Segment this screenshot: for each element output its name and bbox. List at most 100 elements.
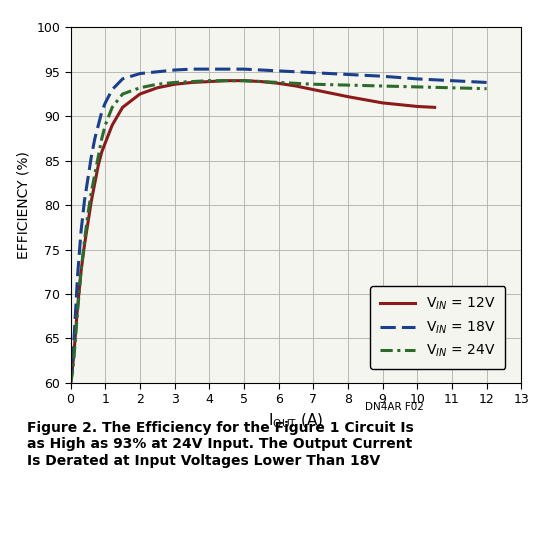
V$_{IN}$ = 12V [293,83,299,89]
V$_{IN}$ = 24V [293,80,299,86]
V$_{IN}$ = 12V [154,84,161,91]
V$_{IN}$ = 18V [85,175,91,182]
V$_{IN}$ = 12V [102,139,109,146]
V$_{IN}$ = 12V [380,100,386,106]
V$_{IN}$ = 12V [88,197,94,204]
V$_{IN}$ = 12V [137,91,143,97]
V$_{IN}$ = 18V [73,304,79,311]
V$_{IN}$ = 24V [88,189,94,195]
V$_{IN}$ = 12V [119,104,126,110]
V$_{IN}$ = 24V [109,104,116,110]
V$_{IN}$ = 24V [98,135,105,142]
V$_{IN}$ = 24V [310,81,317,88]
V$_{IN}$ = 12V [98,148,105,155]
V$_{IN}$ = 18V [310,69,317,76]
V$_{IN}$ = 18V [109,86,116,93]
Line: V$_{IN}$ = 24V: V$_{IN}$ = 24V [71,80,487,383]
Y-axis label: EFFICIENCY (%): EFFICIENCY (%) [17,151,31,259]
V$_{IN}$ = 18V [88,153,94,160]
V$_{IN}$ = 18V [345,71,351,78]
Line: V$_{IN}$ = 12V: V$_{IN}$ = 12V [71,80,434,383]
V$_{IN}$ = 24V [119,91,126,97]
V$_{IN}$ = 18V [69,362,75,369]
V$_{IN}$ = 12V [71,348,77,355]
V$_{IN}$ = 24V [345,82,351,89]
V$_{IN}$ = 18V [275,68,282,74]
V$_{IN}$ = 24V [78,269,84,275]
V$_{IN}$ = 24V [241,77,247,84]
V$_{IN}$ = 12V [73,326,79,333]
V$_{IN}$ = 24V [483,85,490,92]
V$_{IN}$ = 24V [95,153,102,160]
V$_{IN}$ = 24V [449,84,455,91]
V$_{IN}$ = 24V [137,84,143,91]
V$_{IN}$ = 24V [73,331,79,337]
V$_{IN}$ = 18V [67,380,74,386]
V$_{IN}$ = 18V [449,77,455,84]
Legend: V$_{IN}$ = 12V, V$_{IN}$ = 18V, V$_{IN}$ = 24V: V$_{IN}$ = 12V, V$_{IN}$ = 18V, V$_{IN}$… [370,286,506,369]
V$_{IN}$ = 24V [102,122,109,129]
V$_{IN}$ = 24V [81,237,88,244]
V$_{IN}$ = 24V [92,171,98,177]
V$_{IN}$ = 18V [293,68,299,75]
V$_{IN}$ = 24V [74,309,81,315]
V$_{IN}$ = 12V [78,269,84,275]
V$_{IN}$ = 24V [71,353,77,359]
V$_{IN}$ = 24V [67,380,74,386]
V$_{IN}$ = 24V [380,83,386,89]
V$_{IN}$ = 24V [258,78,264,85]
V$_{IN}$ = 12V [92,179,98,186]
V$_{IN}$ = 12V [172,81,178,88]
V$_{IN}$ = 12V [241,77,247,84]
V$_{IN}$ = 12V [414,103,420,110]
V$_{IN}$ = 24V [223,77,230,84]
V$_{IN}$ = 12V [81,242,88,248]
V$_{IN}$ = 12V [188,79,195,86]
V$_{IN}$ = 12V [109,122,116,129]
V$_{IN}$ = 12V [95,162,102,168]
Text: Figure 2. The Efficiency for the Figure 1 Circuit Is
as High as 93% at 24V Input: Figure 2. The Efficiency for the Figure … [27,421,414,468]
Line: V$_{IN}$ = 18V: V$_{IN}$ = 18V [71,69,487,383]
V$_{IN}$ = 12V [74,304,81,311]
V$_{IN}$ = 18V [78,229,84,235]
V$_{IN}$ = 12V [310,86,317,93]
V$_{IN}$ = 18V [414,75,420,82]
V$_{IN}$ = 18V [71,335,77,342]
V$_{IN}$ = 18V [172,67,178,73]
V$_{IN}$ = 18V [119,75,126,82]
V$_{IN}$ = 18V [258,67,264,73]
V$_{IN}$ = 24V [85,211,91,217]
V$_{IN}$ = 18V [380,73,386,79]
V$_{IN}$ = 24V [154,81,161,88]
V$_{IN}$ = 12V [431,104,438,110]
V$_{IN}$ = 12V [275,80,282,86]
Text: DN4AR F02: DN4AR F02 [365,402,424,412]
V$_{IN}$ = 12V [67,380,74,386]
V$_{IN}$ = 18V [206,66,212,72]
V$_{IN}$ = 12V [69,366,75,373]
V$_{IN}$ = 18V [223,66,230,72]
V$_{IN}$ = 18V [74,273,81,280]
V$_{IN}$ = 24V [275,79,282,86]
V$_{IN}$ = 18V [98,108,105,115]
V$_{IN}$ = 24V [172,79,178,86]
V$_{IN}$ = 18V [137,70,143,77]
V$_{IN}$ = 24V [188,78,195,85]
V$_{IN}$ = 18V [188,66,195,72]
V$_{IN}$ = 12V [85,219,91,226]
V$_{IN}$ = 18V [81,197,88,204]
X-axis label: I$_\mathregular{OUT}$ (A): I$_\mathregular{OUT}$ (A) [268,412,324,430]
V$_{IN}$ = 18V [92,135,98,142]
V$_{IN}$ = 18V [483,79,490,86]
V$_{IN}$ = 18V [102,100,109,106]
V$_{IN}$ = 18V [154,68,161,75]
V$_{IN}$ = 12V [258,78,264,85]
V$_{IN}$ = 24V [206,77,212,84]
V$_{IN}$ = 18V [241,66,247,72]
V$_{IN}$ = 12V [223,77,230,84]
V$_{IN}$ = 24V [414,84,420,90]
V$_{IN}$ = 24V [69,371,75,377]
V$_{IN}$ = 12V [345,94,351,100]
V$_{IN}$ = 18V [95,122,102,129]
V$_{IN}$ = 12V [206,78,212,85]
